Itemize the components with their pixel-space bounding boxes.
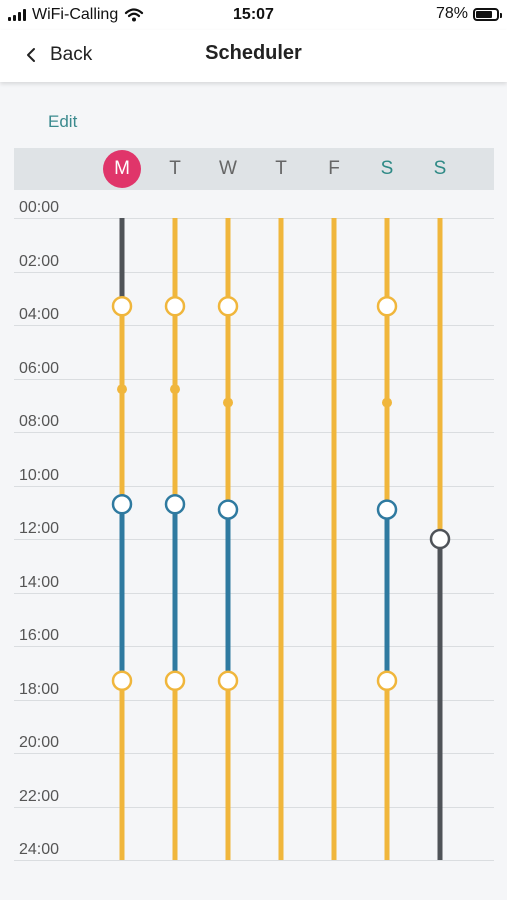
hour-gridline [14,218,494,219]
hour-gridline [14,539,494,540]
hour-label: 16:00 [19,627,60,644]
switch-point-handle[interactable] [376,296,398,317]
switch-point-handle[interactable] [376,670,398,692]
day-wed[interactable]: W [208,148,248,190]
battery-indicator: 78% [435,5,502,23]
switch-point-handle[interactable] [164,670,186,692]
wifi-icon [125,8,144,22]
hour-gridline [14,592,494,594]
hour-label: 08:00 [19,413,60,430]
day-header: M T W T F S S [14,148,494,190]
day-letter: M [114,158,130,179]
schedule-marker-dot [117,384,127,395]
day-letter: W [219,158,237,179]
switch-point-handle[interactable] [164,296,186,317]
hour-gridline [14,646,494,647]
switch-point-handle[interactable] [429,528,451,550]
schedule-marker-dot [382,397,392,408]
hour-label: 12:00 [19,520,60,537]
hour-label: 04:00 [19,306,60,323]
hour-gridline [14,432,494,433]
switch-point-handle[interactable] [164,493,186,515]
day-letter: T [275,158,287,179]
day-fri[interactable]: F [314,148,354,190]
switch-point-handle[interactable] [111,670,133,692]
status-bar: WiFi-Calling 15:07 78% [0,0,507,30]
switch-point-handle[interactable] [111,296,133,317]
hour-label: 22:00 [19,787,60,805]
hour-gridline [14,753,494,754]
hour-label: 18:00 [19,680,60,698]
hour-label: 00:00 [19,199,60,216]
switch-point-handle[interactable] [217,296,239,317]
schedule-marker-dot [170,384,180,395]
hour-label: 14:00 [19,573,60,591]
clock: 15:07 [233,6,274,23]
battery-icon [473,7,502,21]
switch-point-handle[interactable] [376,499,398,520]
day-letter: F [328,158,340,179]
schedule-marker-dot [223,397,233,408]
chevron-left-icon [27,48,35,62]
day-letter: T [169,158,181,179]
hour-gridline [14,378,494,380]
day-mon[interactable]: M [102,148,142,190]
carrier-name: WiFi-Calling [32,6,119,23]
switch-point-handle[interactable] [111,493,133,515]
signal-icon [8,9,26,21]
schedule-grid: 00:00 02:00 04:00 06:00 08:00 10:00 12:00 14:00… [14,199,494,870]
day-tue[interactable]: T [155,148,195,190]
hour-gridline [14,699,494,701]
hour-label: 24:00 [19,841,60,858]
hour-label: 06:00 [19,359,60,377]
edit-button[interactable]: Edit [48,112,78,131]
hour-gridline [14,485,494,487]
battery-fill [476,10,492,18]
hour-label: 02:00 [19,252,60,270]
hour-gridline [14,806,494,808]
switch-point-handle[interactable] [217,499,239,520]
hour-gridline [14,325,494,326]
day-sun[interactable]: S [420,148,460,190]
back-label: Back [50,44,93,65]
day-letter: S [433,158,447,179]
day-letter: S [380,158,394,179]
hour-gridline [14,271,494,273]
hour-gridline [14,860,494,861]
carrier-indicator: WiFi-Calling [8,6,144,24]
hour-label: 20:00 [19,734,60,751]
back-button[interactable]: Back [26,44,92,66]
hour-label: 10:00 [19,466,60,484]
day-sat[interactable]: S [367,148,407,190]
switch-point-handle[interactable] [217,670,239,692]
battery-percent: 78% [435,5,468,22]
day-thu[interactable]: T [261,148,301,190]
